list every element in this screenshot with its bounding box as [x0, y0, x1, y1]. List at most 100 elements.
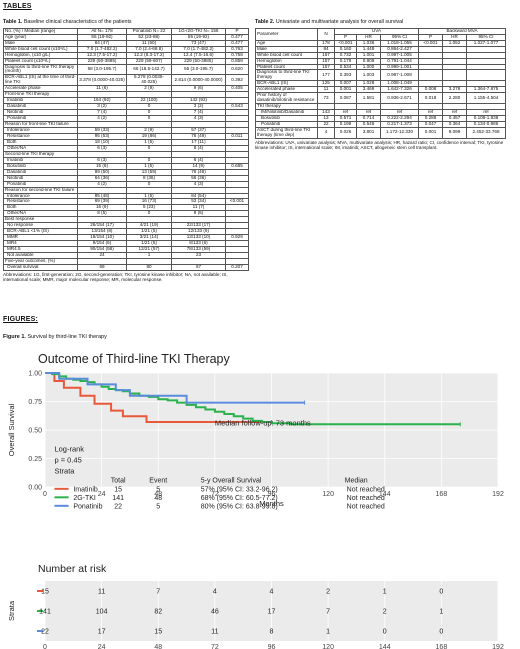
x-tick-label: 168	[436, 491, 448, 498]
risk-x-tick-label: 192	[492, 644, 504, 649]
table-2-cell: 0.393	[334, 69, 357, 82]
legend-event: 5	[156, 486, 160, 493]
table-2-cell: ASCT during third-line TKI therapy (time…	[255, 127, 318, 139]
risk-count: 82	[154, 609, 162, 616]
y-tick-label: 0.75	[28, 399, 42, 406]
table-2-header-row: Parameter N UVA Backward MVA	[255, 27, 506, 41]
legend-total: 15	[114, 486, 122, 493]
risk-x-tick-label: 144	[379, 644, 391, 649]
km-line-2g-tki	[45, 372, 461, 426]
table-2-cell: Diagnosis to third-line TKI therapy	[255, 69, 318, 82]
risk-count: 8	[270, 629, 274, 636]
chart-title: Outcome of Third-line TKI Therapy	[38, 352, 231, 366]
table-1-abbreviations: Abbreviations: 1G, first-generation; 2G,…	[3, 271, 228, 283]
table-2-header-cell: N	[317, 27, 335, 41]
table-1-caption: Table 1. Baseline clinical characteristi…	[3, 19, 132, 25]
p-value-label: p = 0.45	[54, 456, 81, 465]
table-2-cell: 0.018	[418, 92, 443, 105]
risk-count: 22	[41, 629, 49, 636]
table-2-cell: 3.801	[356, 127, 381, 139]
x-tick-label: 192	[492, 491, 504, 498]
y-tick-label: 1.00	[28, 371, 42, 378]
legend-strata-name: 2G-TKI	[73, 495, 96, 502]
table-1-row: Other/NA 8 (5) 0 8 (5)	[3, 210, 249, 218]
table-2-cell: 2.280	[442, 92, 467, 105]
table-2-cell	[466, 69, 506, 82]
table-2-cell: 1.172-12.330	[380, 127, 419, 139]
risk-count: 17	[98, 629, 106, 636]
table-1-grid: No. (%) / Median [range] All N= 178 Ponati…	[3, 27, 249, 271]
legend-event: 48	[154, 495, 162, 502]
risk-count: 11	[98, 589, 105, 596]
table-2-cell: 2.452-33.768	[466, 127, 506, 139]
table-1-cell: 66 (18.5-142.7)	[126, 63, 172, 76]
table-1-row: Platelet count (x10⁹/L) 229 (50-3885) 229 …	[3, 57, 249, 65]
risk-count: 2	[383, 609, 387, 616]
table-2-caption: Table 2. Univariate and multivariate ana…	[255, 19, 404, 25]
table-1-row: Overall survival 69 80 67 0.207	[3, 263, 249, 271]
legend-median: Not reached	[347, 503, 385, 510]
risk-count: 141	[39, 609, 51, 616]
risk-count: 0	[383, 629, 387, 636]
table-2-row: Ponatinib 22 0.199 0.546 0.217-1.373 0.047 0.3…	[255, 121, 506, 129]
table-2-cell: 9.099	[442, 127, 467, 139]
risk-count: 4	[270, 589, 274, 596]
table-1-cell: 3.378 (0.0000-40.025)	[77, 74, 127, 87]
table-2-cell: 0.997-1.008	[380, 69, 419, 82]
table-2-cell: 0.026	[334, 127, 357, 139]
table-2-cell: 177	[317, 69, 335, 82]
risk-count: 104	[96, 609, 108, 616]
legend-column-header: Total	[111, 477, 126, 484]
legend-column-header: Event	[149, 477, 167, 484]
table-2-cell: 0.936-2.671	[380, 92, 419, 105]
legend-survival: 80% (95% CI: 63.8-99.8)	[201, 503, 278, 510]
x-tick-label: 24	[98, 491, 106, 498]
table-2-row: Prior history of dasatinib/nilotinib res…	[255, 92, 506, 105]
table-1-cell: 5.278 (0.0035-40.025)	[126, 74, 172, 87]
table-2-cell: 1.003	[356, 69, 381, 82]
risk-y-axis-label: Strata	[7, 600, 16, 621]
risk-count: 46	[211, 609, 219, 616]
risk-count: 7	[326, 609, 330, 616]
tables-heading: TABLES	[3, 3, 32, 10]
table-1-cell: 0.392	[225, 74, 249, 87]
table-2-cell: 4	[317, 127, 335, 139]
risk-x-tick-label: 0	[43, 644, 47, 649]
table-1-row: Dasatinib 3 (2) 0 3 (2) 0.543	[3, 103, 249, 111]
legend-total: 22	[114, 503, 122, 510]
risk-count: 4	[213, 589, 217, 596]
table-1-header-cell: 1G-/2G-TKI N= 156	[171, 27, 226, 35]
x-axis-label: Months	[259, 499, 284, 508]
median-follow-up-label: Median follow-up: 73 months	[215, 418, 311, 427]
table-2-row: Accelerated phase 11 0.001 3.469 1.642-7.326…	[255, 86, 506, 94]
risk-x-tick-label: 96	[268, 644, 276, 649]
table-2-cell	[418, 69, 443, 82]
x-tick-label: 0	[43, 491, 47, 498]
risk-count: 0	[439, 629, 443, 636]
table-1-cell: 80	[126, 263, 172, 271]
table-2-cell: 1.581	[356, 92, 381, 105]
legend-survival: 68% (95% CI: 60.5-77.2)	[201, 495, 278, 502]
table-2-row: Platelet count 157 0.534 1.000 0.999-1.001	[255, 63, 506, 71]
table-1-cell: 0.207	[225, 263, 249, 271]
table-2: Table 2. Univariate and multivariate ana…	[255, 19, 517, 150]
risk-count: 0	[439, 589, 443, 596]
risk-x-tick-label: 24	[98, 644, 106, 649]
legend-column-header: Median	[345, 477, 368, 484]
risk-count: 2	[326, 589, 330, 596]
figures-heading: FIGURES:	[3, 316, 39, 323]
risk-table-title: Number at risk	[38, 563, 107, 575]
table-1-cell: 58 (3.0-195.7)	[77, 63, 127, 76]
legend-column-header: 5-y Overall Survival	[201, 477, 262, 484]
risk-count: 15	[154, 629, 162, 636]
table-1-cell: 67	[171, 263, 226, 271]
table-2-cell: 0.001	[418, 127, 443, 139]
y-tick-label: 0.00	[28, 485, 42, 492]
legend-median: Not reached	[347, 486, 385, 493]
risk-x-tick-label: 72	[211, 644, 219, 649]
y-tick-label: 0.25	[28, 456, 42, 463]
table-1-row: Diagnosis to third-line TKI therapy (mon…	[3, 63, 249, 76]
table-2-cell: Prior history of dasatinib/nilotinib res…	[255, 92, 318, 105]
table-2-grid: Parameter N UVA Backward MVA P HR 95% CI P HR 95%…	[255, 27, 506, 139]
table-1-header-cell: Ponatinib N= 22	[126, 27, 172, 35]
